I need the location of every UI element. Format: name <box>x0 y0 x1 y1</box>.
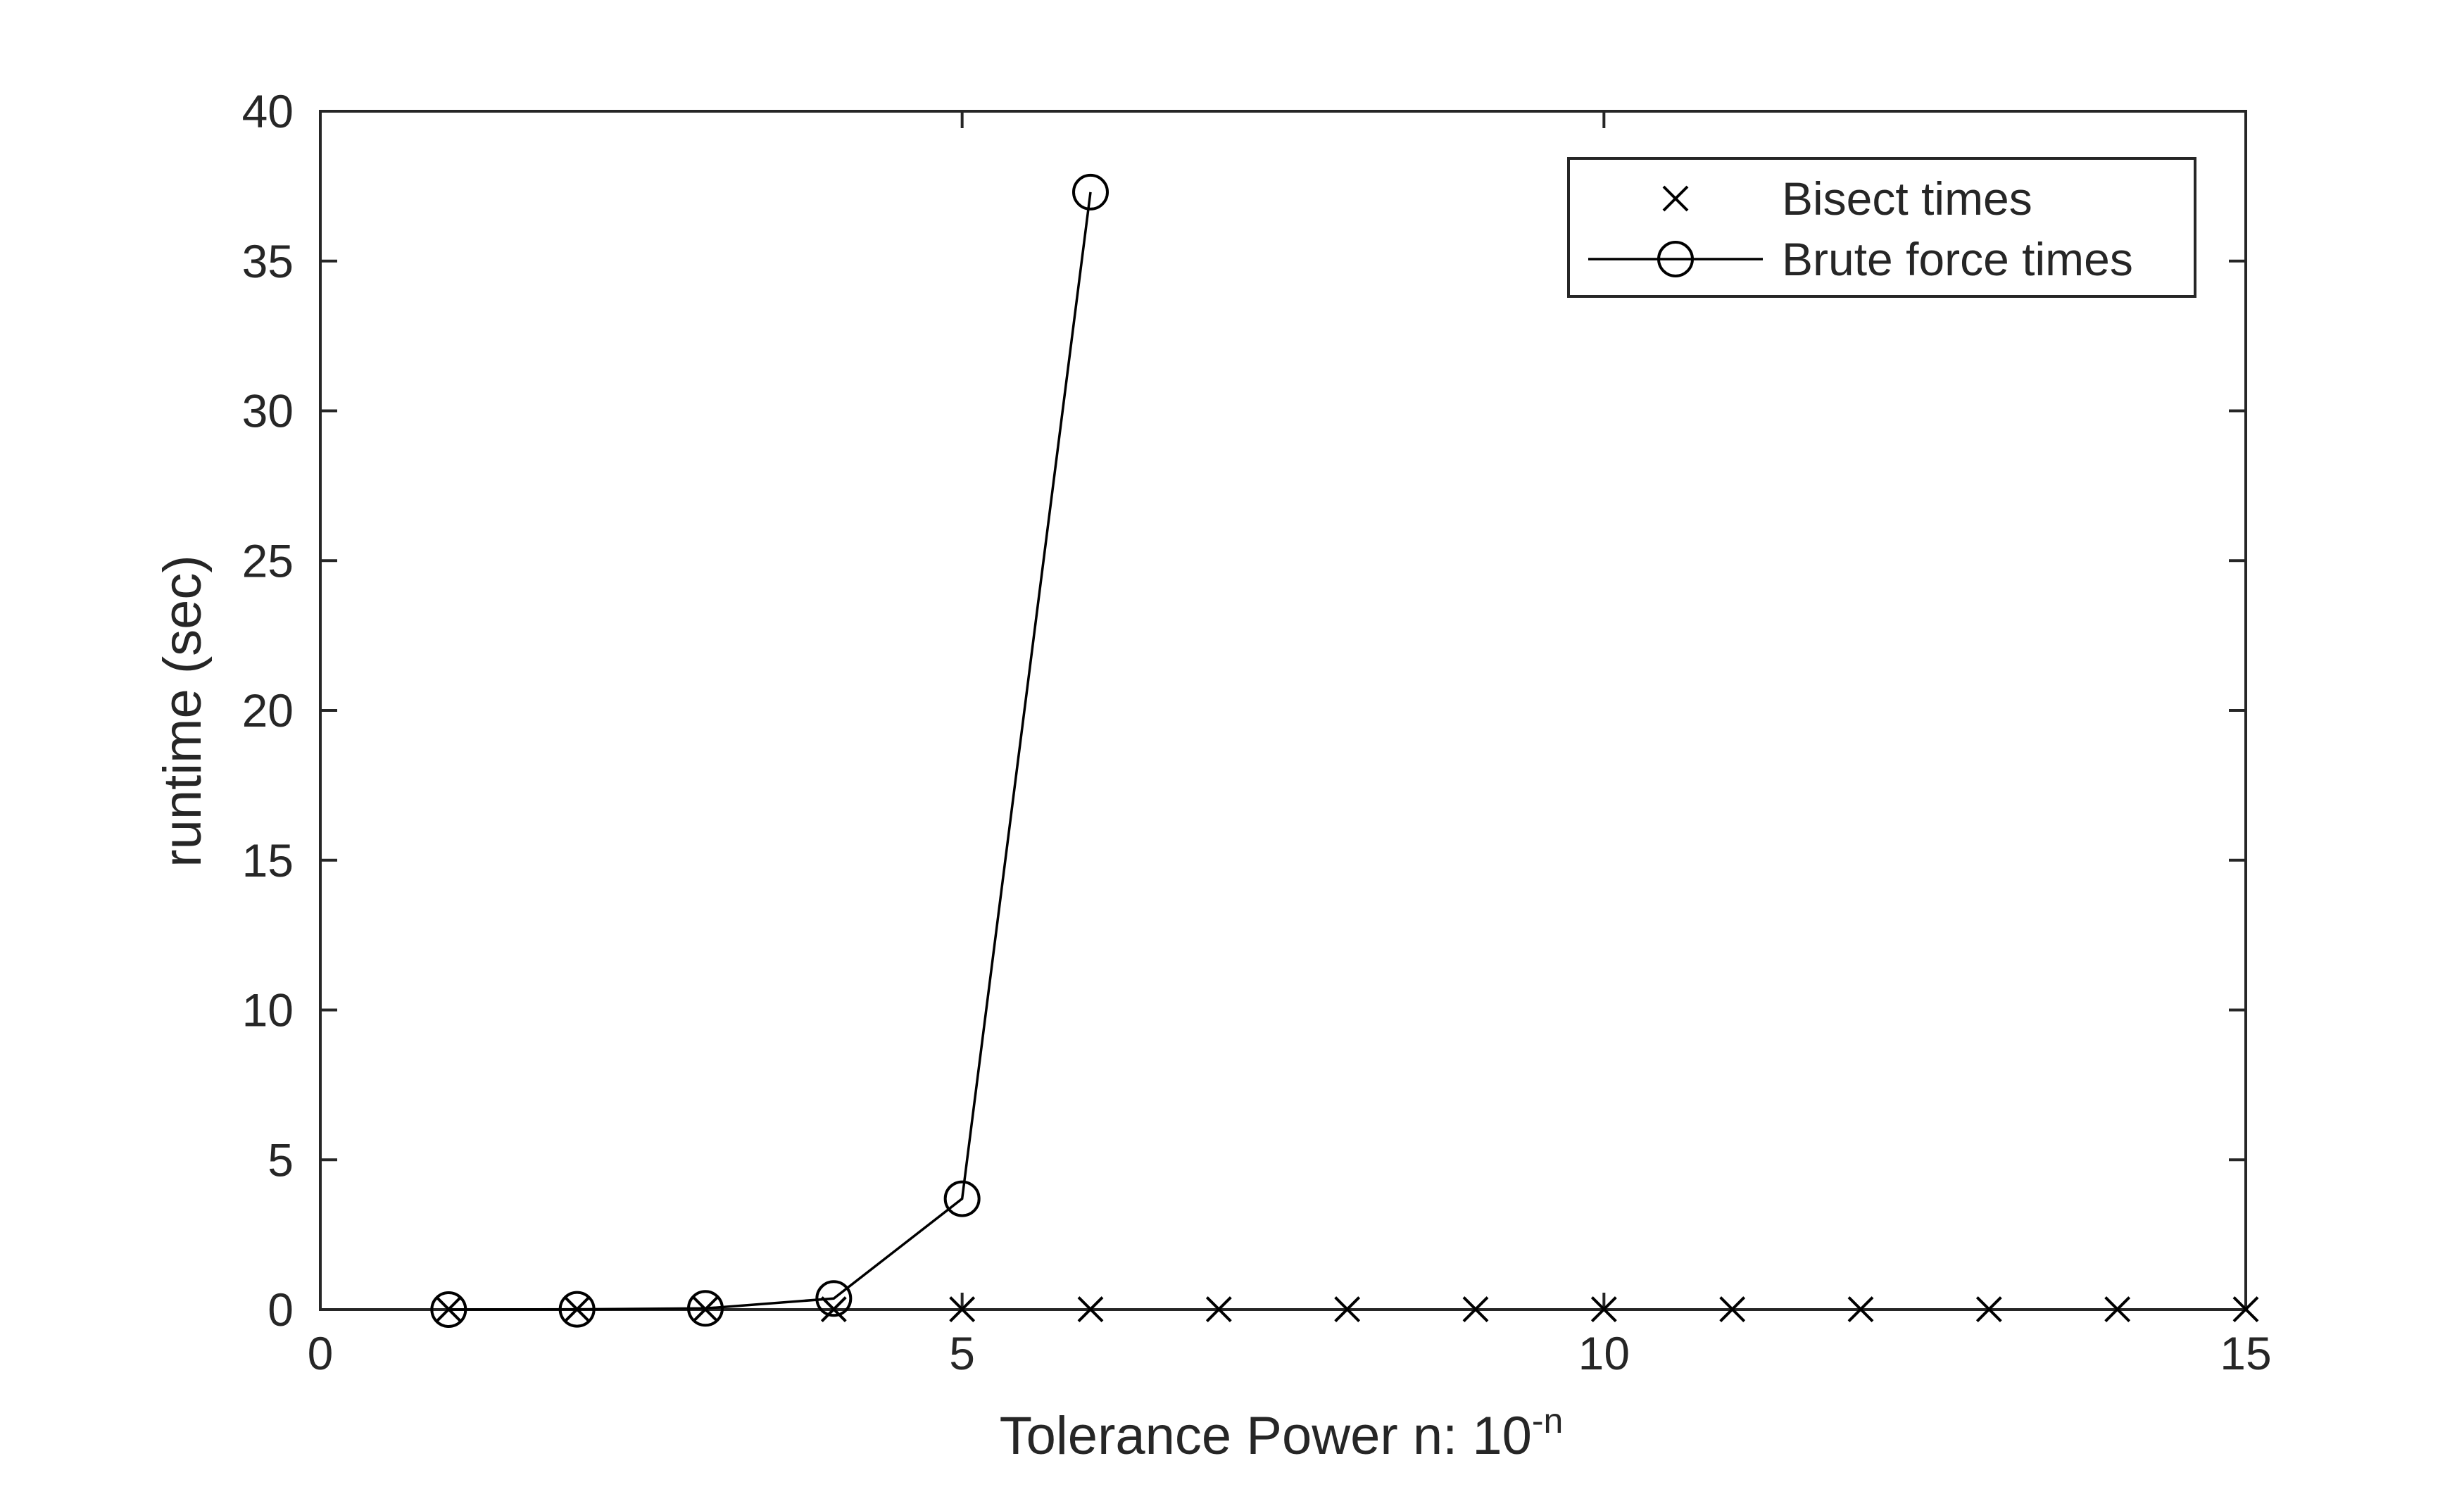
data-point-x-marker <box>1719 1296 1746 1322</box>
y-axis-title: runtime (sec) <box>153 555 213 867</box>
x-tick-label: 15 <box>2220 1327 2271 1379</box>
data-point-x-marker <box>1847 1296 1874 1322</box>
data-point-x-marker <box>2232 1296 2259 1322</box>
y-tick-label: 15 <box>242 834 294 886</box>
y-tick-label: 0 <box>268 1284 294 1336</box>
series-line <box>448 192 1092 1311</box>
x-tick-label: 5 <box>949 1327 975 1379</box>
y-tick-label: 25 <box>242 534 294 586</box>
x-tick-label: 0 <box>308 1327 334 1379</box>
data-point-x-marker <box>1462 1296 1489 1322</box>
x-axis-title-main: Tolerance Power n: 10 <box>1000 1406 1532 1466</box>
labels-layer: runtime (sec) Tolerance Power n: 10-n <box>153 555 1563 1466</box>
data-point-x-marker <box>820 1296 847 1322</box>
legend: Bisect times Brute force times <box>1567 157 2196 298</box>
y-tick-label: 20 <box>242 684 294 736</box>
data-point-circle-marker <box>430 1291 467 1328</box>
data-point-circle-marker <box>558 1291 596 1328</box>
data-point-circle-marker <box>687 1290 724 1327</box>
axes-layer: 0 5 10 15 0 5 10 15 20 25 30 35 40 <box>242 85 2272 1379</box>
data-point-x-marker <box>1975 1296 2002 1322</box>
x-axis-title-superscript: -n <box>1532 1401 1563 1441</box>
data-point-x-marker <box>1077 1296 1104 1322</box>
data-point-x-marker <box>1205 1296 1232 1322</box>
data-point-x-marker <box>1334 1296 1361 1322</box>
legend-x-marker <box>1662 185 1689 212</box>
x-tick-label: 10 <box>1578 1327 1630 1379</box>
data-point-x-marker <box>2104 1296 2131 1322</box>
legend-item: Brute force times <box>1588 233 2133 285</box>
series-bisect <box>435 1296 2259 1322</box>
y-tick-label: 30 <box>242 385 294 437</box>
legend-label: Brute force times <box>1782 233 2133 285</box>
x-axis-title: Tolerance Power n: 10-n <box>1000 1401 1564 1466</box>
y-tick-label: 10 <box>242 984 294 1036</box>
data-point-x-marker <box>1590 1296 1617 1322</box>
data-point-x-marker <box>949 1296 976 1322</box>
legend-box <box>1567 157 2196 298</box>
series-brute-force <box>430 173 1109 1328</box>
data-layer <box>430 173 2259 1328</box>
legend-item: Bisect times <box>1662 172 2032 225</box>
legend-circle-marker <box>1657 241 1694 277</box>
data-point-circle-marker <box>1072 173 1109 211</box>
data-point-circle-marker <box>943 1180 981 1217</box>
y-tick-label: 5 <box>268 1134 294 1186</box>
y-tick-label: 35 <box>242 235 294 287</box>
legend-label: Bisect times <box>1782 172 2032 225</box>
y-tick-label: 40 <box>242 85 294 137</box>
data-point-circle-marker <box>815 1280 853 1317</box>
